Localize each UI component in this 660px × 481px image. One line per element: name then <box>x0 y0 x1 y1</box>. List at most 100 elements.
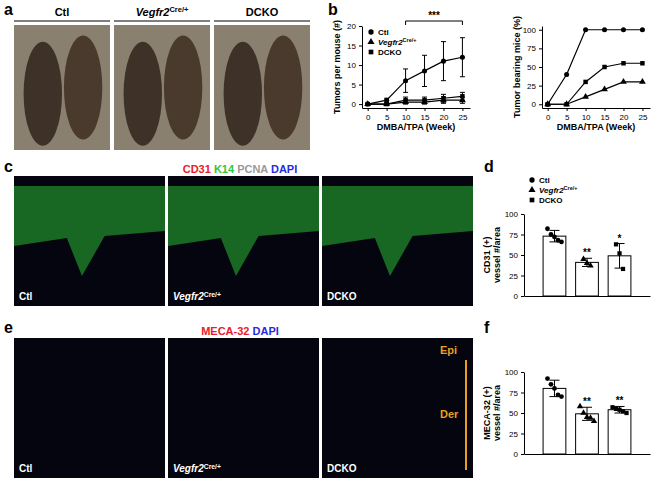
tick: 0 <box>546 108 551 122</box>
tick-label: 15 <box>347 42 356 51</box>
micrograph-layer <box>322 186 473 276</box>
tick: 100 <box>505 210 524 219</box>
tick: 0 <box>532 100 542 109</box>
significance-label: * <box>618 233 622 244</box>
legend-label: Ctl <box>378 28 389 37</box>
tick-label: 5 <box>352 81 357 90</box>
tick-mark <box>359 104 362 105</box>
error-bar <box>460 92 465 100</box>
tick-mark <box>521 296 524 297</box>
tick-label: 20 <box>620 113 629 122</box>
series-line <box>548 63 643 104</box>
tick-label: 25 <box>458 113 467 122</box>
tick-mark <box>539 86 542 87</box>
tick: 25 <box>509 430 524 439</box>
tick-mark <box>539 104 542 105</box>
axis-line <box>525 454 651 455</box>
tick-label: 10 <box>582 113 591 122</box>
series-line <box>548 30 643 105</box>
significance-label: ** <box>583 247 591 258</box>
tick: 15 <box>421 108 430 122</box>
legend: CtlVegfr2Cre/+DCKO <box>528 176 577 205</box>
tick: 15 <box>601 108 610 122</box>
text-superscript: Cre/+ <box>204 463 221 470</box>
tick-label: 0 <box>514 450 519 459</box>
tick-label: 20 <box>440 113 449 122</box>
tick: 100 <box>505 368 524 377</box>
layer-label: Der <box>440 408 459 420</box>
tick-label: 0 <box>546 113 551 122</box>
data-point <box>559 394 564 399</box>
bar <box>543 388 566 454</box>
panel-letter: c <box>4 158 13 175</box>
micrograph <box>14 338 165 478</box>
series-marker <box>544 100 551 106</box>
data-point <box>587 414 593 420</box>
data-point <box>552 235 557 240</box>
chart: 05101520250255075100DMBA/TPA (Week)Tumor… <box>512 16 651 132</box>
micrograph <box>322 176 473 306</box>
micrograph-layer <box>14 186 165 276</box>
error-cap <box>460 103 465 104</box>
stain-title: CD31 K14 PCNA DAPI <box>183 163 298 175</box>
series-marker <box>384 102 388 106</box>
error-bar <box>441 42 446 81</box>
error-bar <box>549 380 559 396</box>
tick: 0 <box>366 108 371 122</box>
chart: 0255075100CD31 (+)vessel #/area***CtlVeg… <box>482 176 651 301</box>
y-axis-title: vessel #/area <box>492 226 502 283</box>
tick-mark <box>359 46 362 47</box>
axis-line <box>542 27 543 109</box>
series-marker <box>441 59 446 64</box>
tick-mark <box>567 108 568 111</box>
axis: 0510152025 <box>543 108 651 122</box>
series-marker <box>564 102 568 106</box>
tick-mark <box>359 26 362 27</box>
y-axis-title: MECA-32 (+) <box>482 386 492 439</box>
chart: 051015202505101520DMBA/TPA (Week)Tumors … <box>332 10 471 132</box>
error-cap <box>441 102 446 103</box>
error-cap <box>460 37 465 38</box>
photo-mouse <box>264 36 302 140</box>
bar <box>543 236 566 296</box>
tick-label: 25 <box>638 113 647 122</box>
panel-letter: d <box>484 158 494 175</box>
error-cap <box>403 92 408 93</box>
tick: 100 <box>523 26 542 35</box>
tick-mark <box>425 108 426 111</box>
series-line <box>368 96 463 104</box>
micrograph <box>168 338 319 478</box>
data-point <box>545 376 550 381</box>
tick-mark <box>443 108 444 111</box>
tick-mark <box>359 85 362 86</box>
tick: 75 <box>509 231 524 240</box>
series-marker <box>403 98 407 102</box>
tick: 5 <box>385 108 390 122</box>
stain-label: K14 <box>211 163 235 175</box>
axis-line <box>524 215 525 297</box>
x-axis-title: DMBA/TPA (Week) <box>377 122 455 132</box>
error-cap <box>403 97 408 98</box>
bar <box>576 262 599 296</box>
series-marker <box>564 72 569 77</box>
micrograph-label: DCKO <box>327 463 357 474</box>
series-marker <box>422 98 426 102</box>
error-cap <box>422 55 427 56</box>
error-cap <box>549 230 559 231</box>
photo <box>214 25 310 150</box>
tick-mark <box>605 108 606 111</box>
text-superscript: Cre/+ <box>564 185 578 191</box>
tick: 20 <box>620 108 629 122</box>
x-axis-title: DMBA/TPA (Week) <box>557 122 635 132</box>
plot-area <box>543 376 631 454</box>
legend-item: Vegfr2Cre/+ <box>528 185 577 195</box>
legend-label: Vegfr2Cre/+ <box>539 185 577 195</box>
series-marker <box>422 68 427 73</box>
series-marker <box>441 96 445 100</box>
series-marker <box>620 78 627 84</box>
micrograph <box>14 176 165 306</box>
data-point <box>580 409 586 415</box>
stain-label: PCNA <box>234 163 268 175</box>
photo <box>14 25 110 150</box>
tick-label: 25 <box>509 272 518 281</box>
